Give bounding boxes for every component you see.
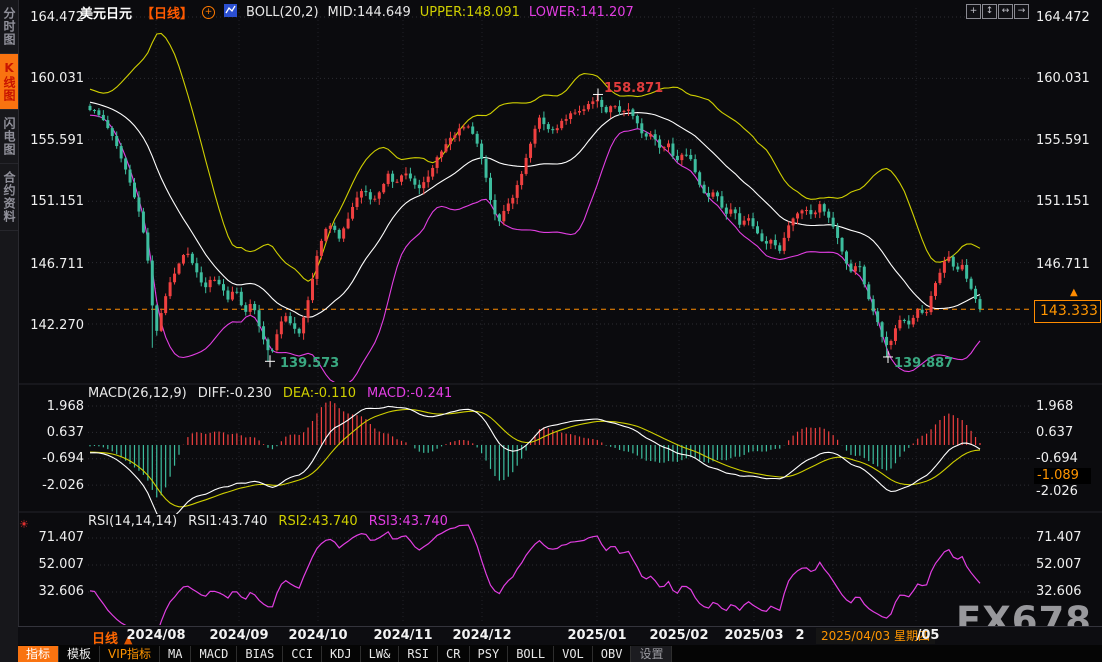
- boll-lower-value: LOWER:141.207: [528, 5, 634, 20]
- tab-boll[interactable]: BOLL: [508, 645, 555, 662]
- zoom-horizontal-icon[interactable]: ↔: [998, 4, 1013, 19]
- month-label: 2025/03: [724, 628, 784, 643]
- month-label: 2024/10: [288, 628, 348, 643]
- tab-kdj[interactable]: KDJ: [322, 645, 361, 662]
- symbol-name: 美元日元: [80, 7, 133, 22]
- boll-name: BOLL(20,2): [246, 5, 319, 20]
- rsi-axis-label: 71.407: [38, 530, 85, 545]
- sidebar-item-kline[interactable]: K线图: [0, 54, 18, 110]
- tab-cr[interactable]: CR: [438, 645, 470, 662]
- macd-axis-label: -2.026: [42, 478, 84, 493]
- y-axis-label: 142.270: [30, 318, 84, 333]
- macd-axis-label: -0.694: [42, 451, 84, 466]
- y-axis-label: 146.711: [30, 257, 84, 272]
- macd-name: MACD(26,12,9): [88, 386, 187, 401]
- macd-axis-label: 1.968: [1036, 399, 1074, 414]
- tab-lw[interactable]: LW&: [361, 645, 400, 662]
- boll-mid-value: MID:144.649: [327, 5, 411, 20]
- date-tooltip: 2025/04/03 星期四: [816, 628, 935, 644]
- chart-style-icon[interactable]: [224, 4, 238, 21]
- macd-diff-value: DIFF:-0.230: [197, 386, 272, 401]
- month-label: 2024/08: [126, 628, 186, 643]
- macd-axis-label: 1.968: [46, 399, 84, 414]
- month-label-partial: /05: [916, 628, 940, 643]
- month-label: 2024/12: [452, 628, 512, 643]
- rsi-header: RSI(14,14,14) RSI1:43.740 RSI2:43.740 RS…: [88, 514, 448, 529]
- tab-ma[interactable]: MA: [160, 645, 192, 662]
- macd-current-badge: -1.089: [1034, 468, 1091, 484]
- tab-indicator[interactable]: 指标: [18, 645, 60, 662]
- rsi-axis-label: 52.007: [1036, 557, 1082, 572]
- tab-settings[interactable]: 设置: [631, 645, 673, 662]
- tab-bias[interactable]: BIAS: [237, 645, 284, 662]
- rsi-axis-label: 52.007: [38, 557, 85, 572]
- tab-obv[interactable]: OBV: [593, 645, 632, 662]
- low-price-annotation: 139.573: [280, 356, 340, 371]
- period-tag: 【日线】: [141, 7, 194, 22]
- month-label-partial: 2: [795, 628, 805, 643]
- peak-price-annotation: 158.871: [604, 81, 664, 96]
- y-axis-label: 155.591: [1036, 133, 1090, 148]
- rsi-name: RSI(14,14,14): [88, 514, 178, 529]
- month-label: 2024/09: [209, 628, 269, 643]
- indicator-tab-bar: 指标 模板 VIP指标 MA MACD BIAS CCI KDJ LW& RSI…: [18, 645, 1102, 662]
- macd-axis-label: -2.026: [1036, 484, 1078, 499]
- macd-header: MACD(26,12,9) DIFF:-0.230 DEA:-0.110 MAC…: [88, 386, 452, 401]
- y-axis-label: 160.031: [30, 71, 84, 86]
- macd-hist-value: MACD:-0.241: [367, 386, 453, 401]
- rsi-axis-label: 71.407: [1036, 530, 1082, 545]
- low-price-annotation: 139.887: [894, 356, 954, 371]
- period-selector-label: 日线: [92, 632, 119, 647]
- y-axis-label: 155.591: [30, 133, 84, 148]
- y-axis-label: 151.151: [30, 194, 84, 209]
- x-axis-row: 日线 ▲ 2024/08 2024/09 2024/10 2024/11 2024…: [18, 626, 1102, 647]
- macd-axis-label: -0.694: [1036, 451, 1078, 466]
- rsi2-value: RSI2:43.740: [278, 514, 358, 529]
- current-price-badge: 143.333: [1034, 300, 1101, 323]
- shift-right-icon[interactable]: →: [1014, 4, 1029, 19]
- macd-axis-label: 0.637: [46, 425, 84, 440]
- y-axis-label: 164.472: [1036, 10, 1090, 25]
- sidebar-item-contract-info[interactable]: 合约资料: [0, 164, 18, 231]
- rsi1-value: RSI1:43.740: [188, 514, 268, 529]
- tab-vol[interactable]: VOL: [554, 645, 593, 662]
- macd-dea-value: DEA:-0.110: [282, 386, 356, 401]
- tab-macd[interactable]: MACD: [191, 645, 238, 662]
- rsi3-value: RSI3:43.740: [368, 514, 448, 529]
- boll-upper-value: UPPER:148.091: [419, 5, 520, 20]
- y-axis-label: 164.472: [30, 10, 84, 25]
- y-axis-label: 146.711: [1036, 257, 1090, 272]
- month-label: 2024/11: [373, 628, 433, 643]
- rsi-axis-label: 32.606: [38, 584, 85, 599]
- circle-plus-icon[interactable]: +: [202, 6, 216, 19]
- y-axis-label: 160.031: [1036, 71, 1090, 86]
- chart-type-sidebar: 分时图 K线图 闪电图 合约资料: [0, 0, 19, 662]
- period-selector[interactable]: 日线 ▲: [92, 628, 132, 647]
- zoom-vertical-icon[interactable]: ↕: [982, 4, 997, 19]
- sidebar-item-timeline[interactable]: 分时图: [0, 0, 18, 54]
- pan-icon[interactable]: +: [966, 4, 981, 19]
- y-axis-label: 151.151: [1036, 194, 1090, 209]
- tab-psy[interactable]: PSY: [470, 645, 509, 662]
- month-label: 2025/01: [567, 628, 627, 643]
- pane-settings-icon[interactable]: ☀: [19, 518, 29, 531]
- tab-cci[interactable]: CCI: [283, 645, 322, 662]
- month-label: 2025/02: [649, 628, 709, 643]
- tab-template[interactable]: 模板: [59, 645, 101, 662]
- tab-rsi[interactable]: RSI: [399, 645, 439, 662]
- current-price-arrow-icon: ▲: [1070, 287, 1078, 298]
- sidebar-item-flash[interactable]: 闪电图: [0, 110, 18, 164]
- tab-vip-indicator[interactable]: VIP指标: [100, 645, 161, 662]
- rsi-axis-label: 32.606: [1036, 584, 1082, 599]
- chart-header: 美元日元 【日线】 + BOLL(20,2) MID:144.649 UPPER…: [80, 3, 634, 22]
- dropdown-arrow-icon: ▲: [124, 633, 133, 646]
- macd-axis-label: 0.637: [1036, 425, 1074, 440]
